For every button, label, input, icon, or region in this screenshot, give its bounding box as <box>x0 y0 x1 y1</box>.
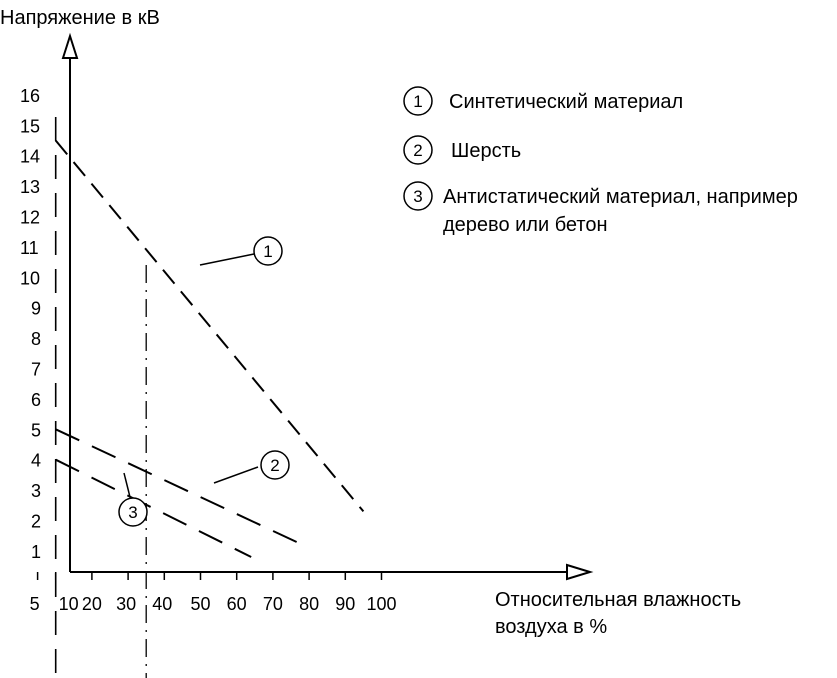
x-tick-label: 60 <box>227 594 247 614</box>
y-tick-label: 5 <box>31 420 41 440</box>
x-tick-label: 90 <box>335 594 355 614</box>
axes <box>36 32 594 581</box>
x-tick-labels: 5 10 20 30 40 50 60 70 80 90 100 <box>30 594 397 614</box>
series-line-2 <box>55 428 310 549</box>
y-tick-label: 7 <box>31 360 41 380</box>
y-tick-label: 1 <box>31 542 41 562</box>
x-axis-title-line: Относительная влажность <box>495 589 741 611</box>
callout-number-3: 3 <box>128 503 137 522</box>
series-line-3 <box>55 458 252 558</box>
y-tick-label: 4 <box>31 451 41 471</box>
y-tick-label: 3 <box>31 481 41 501</box>
y-tick-label: 2 <box>31 512 41 532</box>
callout-circle-2 <box>260 450 290 480</box>
x-axis-title: Относительная влажность воздуха в % <box>495 589 741 638</box>
y-tick-label: 11 <box>20 238 39 258</box>
callout-number-1: 1 <box>263 242 272 261</box>
callout-circle-3 <box>118 497 148 527</box>
y-tick-label: 10 <box>20 268 40 288</box>
series-callouts: 1 2 3 <box>118 236 290 527</box>
callout-leader-2 <box>213 466 259 484</box>
legend-marker-1 <box>403 86 433 116</box>
x-tick-label: 5 <box>30 594 40 614</box>
legend-label: Шерсть <box>451 140 521 162</box>
legend-marker-number: 1 <box>413 92 422 111</box>
series-lines <box>54 139 365 558</box>
series-line-1 <box>54 139 365 513</box>
y-axis-title: Напряжение в кВ <box>0 7 160 29</box>
callout-number-2: 2 <box>270 456 279 475</box>
x-tick-label: 70 <box>263 594 283 614</box>
y-tick-label: 14 <box>20 147 40 167</box>
legend-label: Антистатический материал, например <box>443 186 798 208</box>
legend-label: Синтетический материал <box>449 91 683 113</box>
callout-leader-1 <box>199 253 255 266</box>
x-axis-arrow <box>566 563 594 581</box>
x-axis-title-line: воздуха в % <box>495 616 607 638</box>
y-tick-label: 15 <box>20 116 40 136</box>
y-tick-label: 16 <box>20 86 40 106</box>
legend-marker-2 <box>403 135 433 165</box>
x-tick-label: 20 <box>82 594 102 614</box>
y-axis-arrow <box>61 32 79 59</box>
x-tick-label: 100 <box>366 594 396 614</box>
legend-marker-number: 2 <box>413 141 422 160</box>
y-tick-label: 6 <box>31 390 41 410</box>
legend: 1 Синтетический материал 2 Шерсть 3 Антистати… <box>403 86 798 236</box>
y-tick-label: 8 <box>31 329 41 349</box>
callout-circle-1 <box>253 236 283 266</box>
x-tick-label: 40 <box>152 594 172 614</box>
x-tick-label: 10 <box>59 594 79 614</box>
legend-marker-3 <box>403 181 433 211</box>
x-tick-label: 80 <box>299 594 319 614</box>
legend-marker-number: 3 <box>413 187 422 206</box>
y-tick-label: 12 <box>20 208 40 228</box>
callout-leader-3 <box>123 472 131 498</box>
legend-label: дерево или бетон <box>443 214 607 236</box>
x-tick-label: 50 <box>190 594 210 614</box>
x-tick-label: 30 <box>116 594 136 614</box>
y-tick-label: 13 <box>20 177 40 197</box>
y-tick-label: 9 <box>31 299 41 319</box>
